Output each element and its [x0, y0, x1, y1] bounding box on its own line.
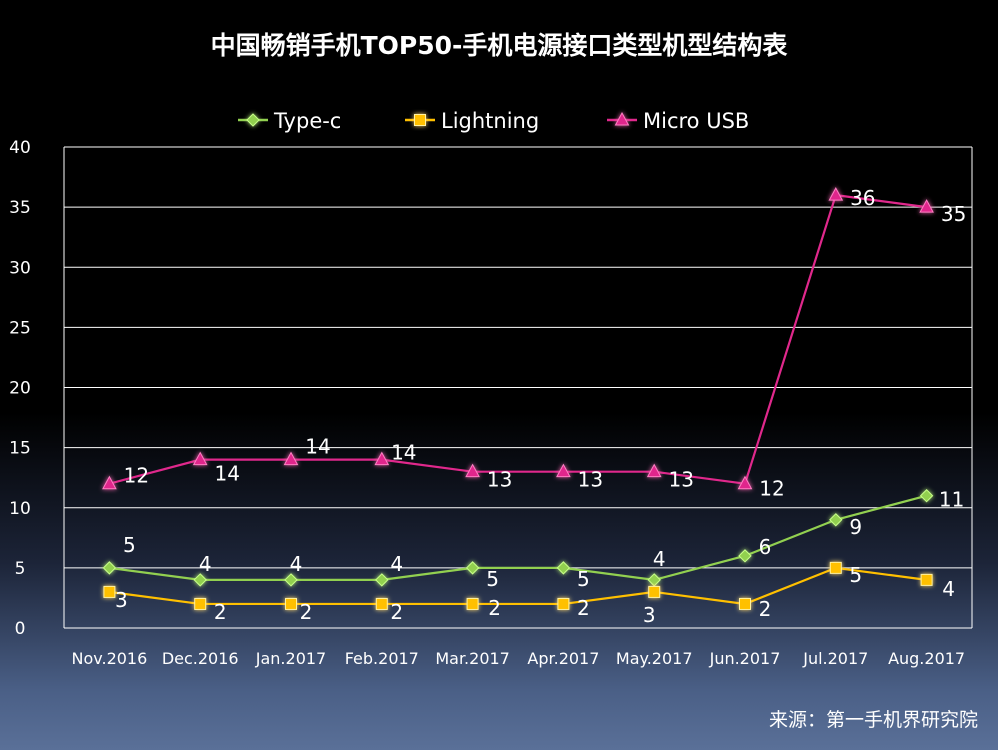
- data-point: [648, 585, 661, 598]
- y-tick-label: 20: [9, 379, 31, 399]
- data-label: 13: [487, 468, 512, 492]
- data-label: 3: [115, 588, 128, 612]
- data-point: [466, 597, 479, 610]
- series: [102, 187, 934, 610]
- grid-lines: [64, 146, 972, 569]
- data-point: [102, 561, 117, 575]
- x-tick-label: Mar.2017: [435, 649, 510, 668]
- data-point: [738, 549, 752, 563]
- y-tick-label: 5: [15, 559, 26, 579]
- data-label: 2: [300, 600, 313, 624]
- data-point: [194, 597, 207, 610]
- data-label: 5: [123, 533, 136, 557]
- legend-label: Lightning: [441, 109, 539, 133]
- data-label: 13: [578, 468, 603, 492]
- x-tick-label: Nov.2016: [72, 649, 148, 668]
- chart-title: 中国畅销手机TOP50-手机电源接口类型机型结构表: [210, 31, 788, 60]
- legend-marker: [414, 114, 426, 126]
- legend-marker: [246, 113, 260, 127]
- data-label: 6: [759, 535, 772, 559]
- data-label: 2: [390, 600, 403, 624]
- data-label: 13: [668, 468, 693, 492]
- data-label: 2: [488, 596, 501, 620]
- data-point: [465, 561, 480, 575]
- data-label: 12: [759, 477, 784, 501]
- data-point: [739, 597, 751, 610]
- data-point: [465, 463, 480, 478]
- data-label: 3: [643, 603, 656, 627]
- y-tick-label: 30: [9, 258, 31, 278]
- data-label: 14: [305, 435, 330, 459]
- source-note: 来源：第一手机界研究院: [768, 709, 978, 731]
- data-label: 2: [759, 597, 772, 621]
- data-label: 9: [849, 515, 862, 539]
- data-label: 12: [124, 464, 149, 488]
- data-point: [557, 597, 570, 610]
- data-label: 14: [214, 462, 239, 486]
- legend-label: Type-c: [273, 109, 341, 133]
- data-label: 5: [486, 567, 499, 591]
- data-point: [192, 451, 208, 466]
- data-label: 36: [850, 186, 875, 210]
- data-label: 4: [199, 552, 212, 576]
- data-label: 4: [942, 577, 955, 601]
- data-label: 35: [941, 202, 966, 226]
- data-label: 4: [390, 552, 403, 576]
- y-tick-label: 35: [9, 198, 31, 218]
- x-tick-label: May.2017: [616, 649, 693, 668]
- series-line-micro-usb: [109, 193, 927, 485]
- x-tick-label: Dec.2016: [162, 649, 239, 668]
- data-point: [920, 573, 933, 586]
- data-point: [556, 561, 571, 575]
- y-tick-label: 15: [9, 439, 31, 459]
- data-point: [919, 489, 934, 503]
- data-point: [374, 451, 390, 466]
- data-label: 4: [653, 547, 666, 571]
- data-point: [919, 199, 934, 213]
- legend: Type-c Lightning Micro USB: [238, 109, 749, 133]
- y-tick-label: 40: [9, 138, 31, 158]
- data-point: [646, 463, 662, 478]
- data-label: 2: [577, 596, 590, 620]
- x-tick-label: Feb.2017: [345, 649, 419, 668]
- legend-label: Micro USB: [643, 109, 749, 133]
- x-tick-label: Jan.2017: [255, 649, 326, 668]
- x-tick-label: Jun.2017: [709, 649, 781, 668]
- data-point: [102, 475, 117, 490]
- data-point: [737, 475, 753, 490]
- x-tick-label: Apr.2017: [527, 649, 599, 668]
- data-point: [193, 573, 207, 587]
- data-label: 4: [290, 552, 303, 576]
- data-labels: 5 4 4 4 5 5 4 6 9 11 3 2 2 2 2 2 3 2 5 4 12 14 14 14 13 13 13 12 36 3…: [115, 186, 966, 627]
- data-point: [285, 597, 297, 610]
- data-point: [829, 513, 843, 527]
- data-label: 14: [391, 441, 416, 465]
- y-tick-label: 25: [9, 318, 31, 338]
- data-point: [829, 561, 842, 574]
- data-point: [284, 573, 298, 587]
- x-tick-label: Aug.2017: [888, 649, 965, 668]
- data-point: [103, 585, 116, 598]
- data-point: [375, 597, 388, 610]
- series-line-lightning: [109, 566, 927, 606]
- series-line-type-c: [109, 494, 927, 582]
- data-label: 5: [577, 567, 590, 591]
- data-label: 2: [214, 600, 227, 624]
- x-tick-label: Jul.2017: [802, 649, 868, 668]
- legend-marker: [614, 111, 630, 126]
- data-point: [375, 573, 389, 587]
- data-point: [556, 463, 571, 478]
- y-tick-label: 10: [9, 499, 31, 519]
- data-point: [283, 451, 299, 466]
- data-point: [647, 573, 661, 587]
- data-label: 5: [849, 563, 862, 587]
- data-point: [828, 187, 844, 201]
- data-label: 11: [939, 488, 964, 512]
- y-tick-label: 0: [15, 619, 26, 639]
